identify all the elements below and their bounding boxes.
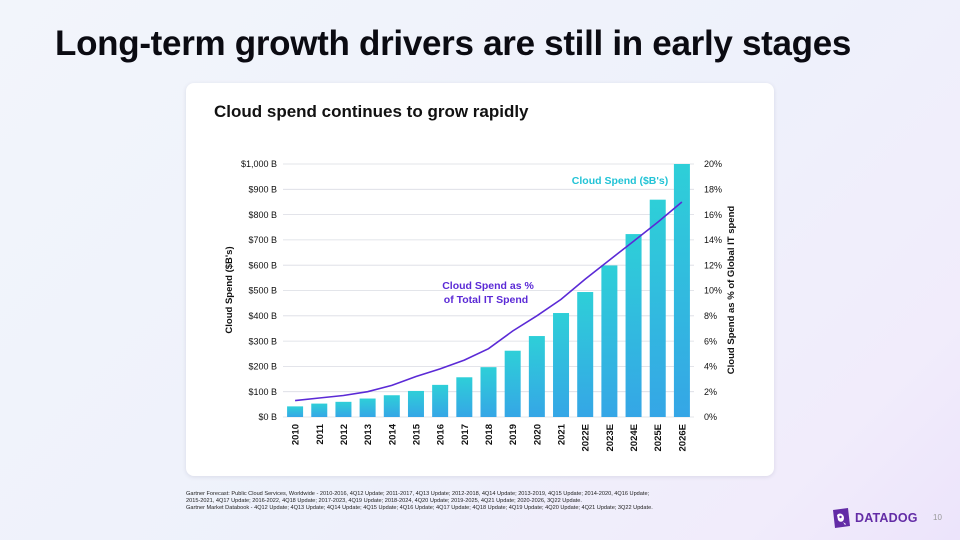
slide-title: Long-term growth drivers are still in ea… bbox=[55, 24, 852, 63]
line-series-annotation-1: Cloud Spend as % bbox=[442, 280, 534, 292]
line-series-annotation-2: of Total IT Spend bbox=[444, 294, 528, 306]
x-tick-label: 2024E bbox=[629, 424, 640, 451]
y-axis-left: $0 B $100 B $200 B $300 B $400 B $500 B $600 B… bbox=[241, 159, 277, 422]
x-tick-label: 2010 bbox=[291, 424, 302, 445]
y2-tick-label: 6% bbox=[704, 336, 717, 346]
bar-2015 bbox=[407, 390, 424, 417]
bar-series bbox=[287, 164, 690, 417]
y-tick-label: $700 B bbox=[248, 235, 277, 245]
y2-tick-label: 20% bbox=[704, 159, 722, 169]
y2-tick-label: 2% bbox=[704, 387, 717, 397]
dog-icon bbox=[833, 508, 850, 528]
y-axis-label: Cloud Spend ($B's) bbox=[224, 246, 235, 333]
bar-2011 bbox=[311, 403, 328, 417]
y-tick-label: $0 B bbox=[258, 412, 277, 422]
page-number: 10 bbox=[933, 513, 942, 522]
x-tick-label: 2025E bbox=[653, 424, 664, 451]
bar-2019 bbox=[504, 350, 521, 417]
y-tick-label: $900 B bbox=[248, 185, 277, 195]
x-tick-label: 2014 bbox=[387, 423, 398, 445]
y-tick-label: $500 B bbox=[248, 286, 277, 296]
y-tick-label: $1,000 B bbox=[241, 159, 277, 169]
datadog-logo: DATADOG bbox=[831, 506, 918, 530]
source-footnote: Gartner Forecast: Public Cloud Services,… bbox=[186, 491, 786, 513]
y-tick-label: $300 B bbox=[248, 336, 277, 346]
y2-tick-label: 4% bbox=[704, 362, 717, 372]
x-tick-label: 2013 bbox=[363, 424, 374, 445]
y2-tick-label: 8% bbox=[704, 311, 717, 321]
x-axis: 2010 2011 2012 2013 2014 2015 2016 2017 2018 2019… bbox=[291, 423, 689, 451]
y-tick-label: $100 B bbox=[248, 387, 277, 397]
bar-2025E bbox=[649, 199, 666, 417]
y-axis-right: 0% 2% 4% 6% 8% 10% 12% 14% 16% 18% 20% bbox=[704, 159, 722, 422]
x-tick-label: 2015 bbox=[411, 423, 422, 445]
bar-2026E bbox=[673, 164, 690, 417]
y2-axis-label: Cloud Spend as % of Global IT spend bbox=[726, 206, 737, 375]
gridlines bbox=[283, 163, 694, 418]
y2-tick-label: 16% bbox=[704, 210, 722, 220]
bar-2016 bbox=[432, 384, 449, 417]
bar-2017 bbox=[456, 377, 473, 417]
y-tick-label: $800 B bbox=[248, 210, 277, 220]
x-tick-label: 2016 bbox=[436, 424, 447, 445]
line-series bbox=[295, 201, 683, 402]
y-tick-label: $400 B bbox=[248, 311, 277, 321]
x-tick-label: 2023E bbox=[605, 424, 616, 451]
bar-2024E bbox=[625, 234, 642, 417]
bar-2012 bbox=[335, 401, 352, 417]
x-tick-label: 2017 bbox=[460, 424, 471, 445]
bar-2022E bbox=[577, 292, 594, 417]
x-tick-label: 2021 bbox=[557, 423, 568, 445]
x-tick-label: 2018 bbox=[484, 424, 495, 445]
footnote-line: Gartner Market Databook - 4Q12 Update; 4… bbox=[186, 505, 653, 512]
chart-title: Cloud spend continues to grow rapidly bbox=[214, 102, 529, 121]
y2-tick-label: 12% bbox=[704, 260, 722, 270]
footnote-line: 2015-2021, 4Q17 Update; 2016-2022, 4Q18 … bbox=[186, 498, 582, 505]
bar-2014 bbox=[383, 395, 400, 417]
x-tick-label: 2011 bbox=[315, 423, 326, 444]
x-tick-label: 2019 bbox=[508, 424, 519, 445]
bar-2010 bbox=[287, 406, 304, 417]
brand-name: DATADOG bbox=[855, 511, 918, 525]
y2-tick-label: 18% bbox=[704, 185, 722, 195]
bar-2013 bbox=[359, 398, 376, 417]
bar-2023E bbox=[601, 265, 618, 417]
bar-2018 bbox=[480, 367, 497, 417]
bar-series-annotation: Cloud Spend ($B's) bbox=[572, 175, 668, 187]
y2-tick-label: 0% bbox=[704, 412, 717, 422]
bar-2021 bbox=[553, 313, 570, 417]
y2-tick-label: 14% bbox=[704, 235, 722, 245]
x-tick-label: 2022E bbox=[581, 424, 592, 451]
x-tick-label: 2012 bbox=[339, 424, 350, 445]
footnote-line: Gartner Forecast: Public Cloud Services,… bbox=[186, 491, 650, 497]
x-tick-label: 2020 bbox=[532, 424, 543, 445]
x-tick-label: 2026E bbox=[677, 424, 688, 451]
y2-tick-label: 10% bbox=[704, 286, 722, 296]
bar-2020 bbox=[528, 336, 545, 417]
y-tick-label: $200 B bbox=[248, 362, 277, 372]
y-tick-label: $600 B bbox=[248, 260, 277, 270]
